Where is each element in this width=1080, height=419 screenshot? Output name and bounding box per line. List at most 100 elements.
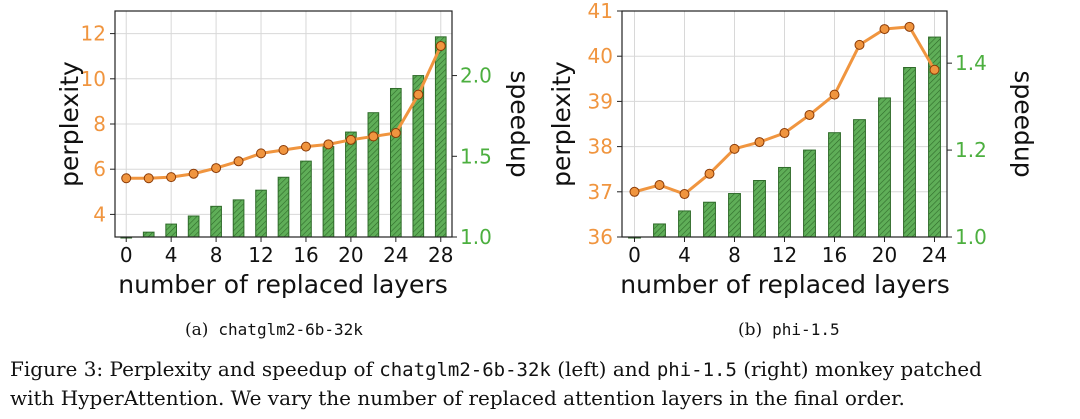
perplexity-point	[300, 141, 311, 152]
speedup-bar	[828, 132, 841, 238]
x-tick-label: 12	[772, 243, 797, 267]
y-left-tick-label: 39	[588, 89, 613, 113]
y-left-tick-label: 10	[81, 67, 106, 91]
y-left-tick-label: 6	[93, 157, 106, 181]
perplexity-point	[121, 173, 132, 184]
y-left-tick-label: 8	[93, 112, 106, 136]
x-tick-label: 16	[293, 243, 318, 267]
perplexity-point	[804, 109, 815, 120]
caption-part-2: (left) and	[551, 357, 657, 381]
x-axis-title: number of replaced layers	[118, 270, 448, 299]
y-left-tick-label: 40	[588, 44, 613, 68]
y-left-tick-label: 37	[588, 180, 613, 204]
y-right-tick-label: 2.0	[460, 64, 492, 88]
x-axis-title: number of replaced layers	[620, 270, 950, 299]
perplexity-point	[345, 134, 356, 145]
perplexity-point	[390, 128, 401, 139]
perplexity-point	[256, 148, 267, 159]
figure-caption-line1: Figure 3: Perplexity and speedup of chat…	[10, 357, 982, 381]
speedup-bar	[853, 119, 866, 238]
speedup-bar	[903, 67, 916, 238]
y-right-tick-label: 1.4	[955, 51, 987, 75]
speedup-bar	[678, 210, 691, 238]
x-tick-label: 0	[628, 243, 641, 267]
speedup-bar	[142, 231, 155, 238]
perplexity-point	[904, 21, 915, 32]
perplexity-point	[278, 144, 289, 155]
y-left-tick-label: 4	[93, 202, 106, 226]
perplexity-point	[211, 163, 222, 174]
speedup-bar	[728, 193, 741, 238]
figure-caption-line2: with HyperAttention. We vary the number …	[10, 386, 905, 410]
y-left-tick-label: 41	[588, 0, 613, 23]
speedup-bar	[367, 112, 380, 238]
y-right-tick-label: 1.0	[955, 225, 987, 249]
perplexity-point	[754, 137, 765, 148]
x-tick-label: 24	[383, 243, 408, 267]
subcaption-left: (a) chatglm2-6b-32k	[185, 320, 363, 340]
perplexity-point	[188, 168, 199, 179]
speedup-bar	[753, 180, 766, 238]
speedup-bar	[389, 87, 402, 238]
perplexity-point	[829, 89, 840, 100]
speedup-bar	[703, 201, 716, 238]
subcaption-right: (b) phi-1.5	[738, 320, 840, 340]
caption-model-1: chatglm2-6b-32k	[379, 359, 551, 381]
x-tick-label: 8	[728, 243, 741, 267]
subcaption-right-prefix: (b)	[738, 320, 762, 340]
speedup-bar	[778, 166, 791, 238]
y-right-tick-label: 1.2	[955, 138, 987, 162]
y-left-axis-title: perplexity	[547, 61, 576, 187]
x-tick-label: 20	[338, 243, 363, 267]
subcaption-right-model: phi-1.5	[772, 320, 839, 339]
subcaption-left-prefix: (a)	[185, 320, 208, 340]
perplexity-point	[854, 39, 865, 50]
perplexity-point	[729, 143, 740, 154]
speedup-bar	[803, 149, 816, 238]
perplexity-point	[679, 189, 690, 200]
perplexity-point	[929, 64, 940, 75]
y-left-tick-label: 38	[588, 135, 613, 159]
subcaption-left-model: chatglm2-6b-32k	[218, 320, 363, 339]
speedup-bar	[322, 146, 335, 238]
perplexity-point	[435, 41, 446, 52]
x-tick-label: 4	[678, 243, 691, 267]
perplexity-point	[879, 24, 890, 35]
caption-part-3: (right) monkey patched	[737, 357, 982, 381]
perplexity-point	[629, 186, 640, 197]
y-right-axis-title: speedup	[505, 70, 534, 177]
speedup-bar	[187, 215, 200, 238]
y-left-tick-label: 12	[81, 22, 106, 46]
speedup-bar	[210, 205, 222, 238]
caption-model-2: phi-1.5	[657, 359, 737, 381]
speedup-bar	[653, 223, 666, 238]
perplexity-point	[143, 173, 154, 184]
x-tick-label: 0	[120, 243, 133, 267]
perplexity-point	[779, 128, 790, 139]
perplexity-point	[368, 131, 379, 142]
y-right-tick-label: 1.5	[460, 144, 492, 168]
x-tick-label: 4	[165, 243, 178, 267]
speedup-bar	[878, 97, 891, 238]
perplexity-point	[654, 180, 665, 191]
speedup-bar	[434, 36, 447, 238]
y-right-tick-label: 1.0	[460, 225, 492, 249]
perplexity-point	[166, 172, 177, 183]
y-left-tick-label: 36	[588, 225, 613, 249]
speedup-bar	[345, 131, 357, 238]
x-tick-label: 20	[872, 243, 897, 267]
speedup-bar	[277, 176, 290, 238]
y-right-axis-title: speedup	[1009, 70, 1038, 177]
speedup-bar	[165, 223, 178, 238]
x-tick-label: 12	[248, 243, 273, 267]
perplexity-point	[413, 89, 424, 100]
x-tick-label: 24	[922, 243, 947, 267]
x-tick-label: 8	[210, 243, 223, 267]
speedup-bar	[300, 160, 312, 238]
perplexity-point	[704, 168, 715, 179]
x-tick-label: 16	[822, 243, 847, 267]
speedup-bar	[232, 199, 245, 238]
caption-part-1: Figure 3: Perplexity and speedup of	[10, 357, 379, 381]
